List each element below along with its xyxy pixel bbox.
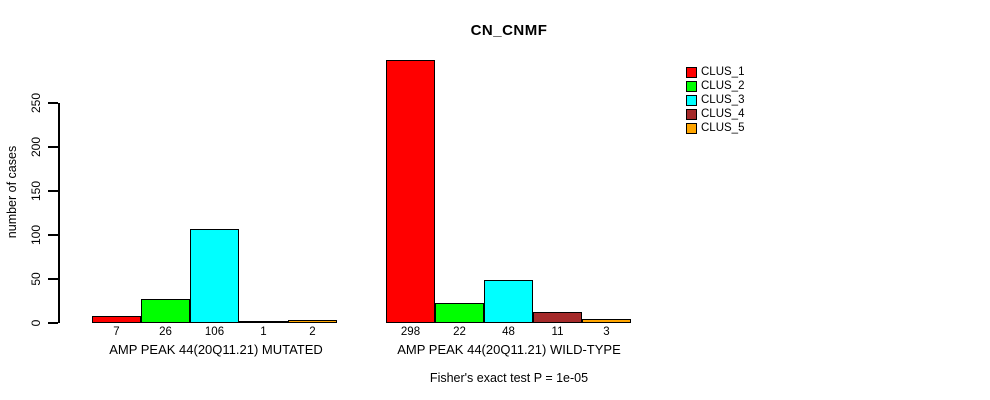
legend-label: CLUS_3 [701, 94, 745, 106]
bar-value-label: 11 [551, 326, 564, 338]
y-tick [48, 278, 58, 280]
y-tick [48, 146, 58, 148]
fisher-test-annotation: Fisher's exact test P = 1e-05 [429, 371, 589, 385]
legend-item-clus_4: CLUS_4 [686, 107, 744, 121]
legend-color-swatch-icon [686, 66, 697, 78]
bar-clus_3-mutated [190, 229, 239, 323]
bar-clus_2-mutated [141, 299, 190, 323]
bar-value-label: 1 [260, 326, 267, 338]
legend-item-clus_3: CLUS_3 [686, 93, 744, 107]
group-label-mutated: AMP PEAK 44(20Q11.21) MUTATED [109, 342, 323, 357]
legend: CLUS_1 CLUS_2 CLUS_3 CLUS_4 CLUS_5 [686, 65, 744, 135]
bar-value-label: 26 [159, 326, 172, 338]
bar-value-label: 48 [502, 326, 515, 338]
y-tick-label: 250 [29, 92, 43, 114]
bar-clus_3-wild-type [484, 280, 533, 323]
chart-title: CN_CNMF [470, 22, 548, 39]
bar-value-label: 2 [309, 326, 316, 338]
y-tick [48, 190, 58, 192]
legend-item-clus_5: CLUS_5 [686, 121, 744, 135]
legend-label: CLUS_5 [701, 122, 745, 134]
bar-clus_1-mutated [92, 316, 141, 323]
legend-label: CLUS_4 [701, 108, 745, 120]
bar-clus_5-wild-type [582, 319, 631, 323]
bar-clus_4-wild-type [533, 312, 582, 323]
bar-value-label: 298 [400, 326, 421, 338]
legend-label: CLUS_2 [701, 80, 745, 92]
y-tick-label: 100 [29, 224, 43, 246]
legend-color-swatch-icon [686, 108, 697, 120]
legend-color-swatch-icon [686, 122, 697, 134]
bar-clus_4-mutated [239, 321, 288, 323]
bar-clus_2-wild-type [435, 303, 484, 323]
y-tick-label: 150 [29, 180, 43, 202]
y-tick-label: 50 [29, 272, 43, 286]
y-axis-line [58, 103, 60, 323]
bar-clus_5-mutated [288, 320, 337, 323]
legend-color-swatch-icon [686, 80, 697, 92]
y-tick [48, 102, 58, 104]
legend-color-swatch-icon [686, 94, 697, 106]
y-tick [48, 234, 58, 236]
legend-item-clus_1: CLUS_1 [686, 65, 744, 79]
group-label-wild-type: AMP PEAK 44(20Q11.21) WILD-TYPE [397, 342, 621, 357]
y-tick-label: 0 [29, 319, 43, 327]
bar-value-label: 22 [453, 326, 466, 338]
y-tick-label: 200 [29, 136, 43, 158]
legend-label: CLUS_1 [701, 66, 745, 78]
bar-value-label: 3 [603, 326, 610, 338]
bar-value-label: 7 [113, 326, 120, 338]
legend-item-clus_2: CLUS_2 [686, 79, 744, 93]
y-axis-label: number of cases [5, 145, 19, 239]
bar-clus_1-wild-type [386, 60, 435, 323]
bar-value-label: 106 [204, 326, 225, 338]
y-tick [48, 322, 58, 324]
